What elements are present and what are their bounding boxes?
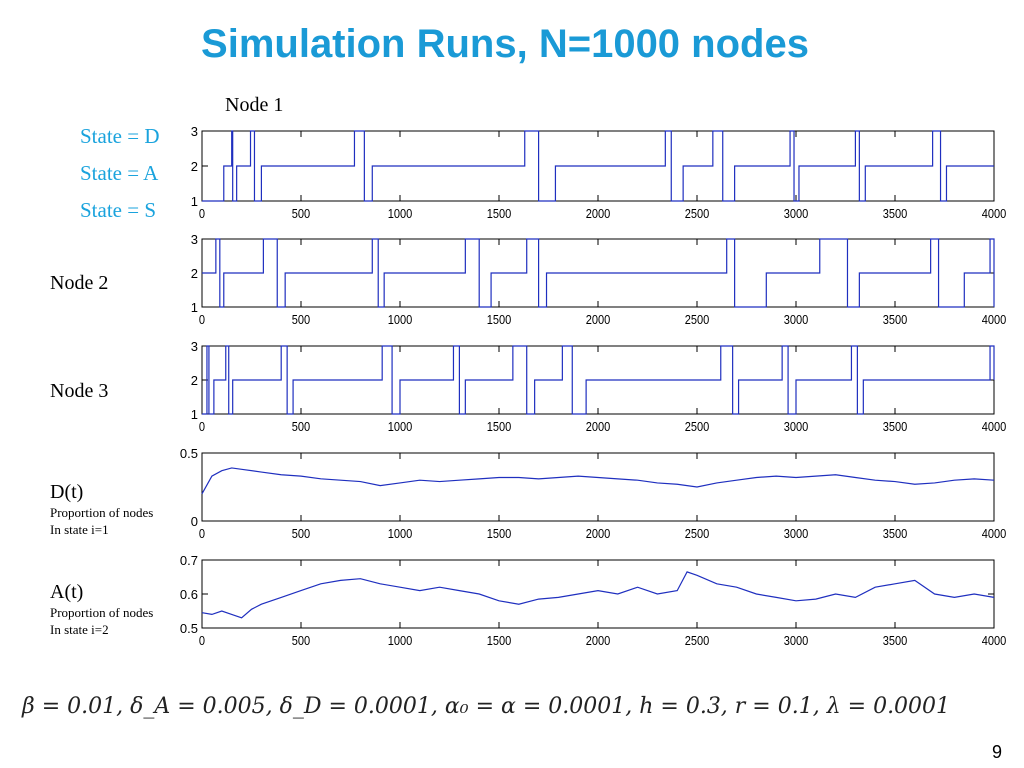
d-label-sub2: In state i=1 [50,522,109,537]
a_t-xtick-label: 4000 [982,633,1007,648]
node1-xtick-label: 2500 [685,206,710,221]
node1-label: Node 1 [225,94,284,116]
node2-label-text: Node 2 [50,272,109,294]
d_t-xtick-label: 500 [292,526,311,541]
node2-xtick-label: 2000 [586,312,611,327]
d_t-xtick-label: 4000 [982,526,1007,541]
legend-state-a: State = A [80,161,159,185]
node2-xtick-label: 500 [292,312,311,327]
node1-xtick-label: 500 [292,206,311,221]
node3-xtick-label: 3500 [883,419,908,434]
node3-xtick-label: 1500 [487,419,512,434]
a_t-xtick-label: 2000 [586,633,611,648]
a_t-xtick-label: 500 [292,633,311,648]
node2-label: Node 2 [50,272,108,295]
node2-ytick-label: 3 [191,232,198,247]
node2-xtick-label: 3500 [883,312,908,327]
d_t-xtick-label: 1000 [388,526,413,541]
node2-xtick-label: 4000 [982,312,1007,327]
node1-xtick-label: 0 [199,206,205,221]
node3-label-text: Node 3 [50,380,109,402]
d_t-series-line [201,467,995,495]
node1-ytick-label: 3 [191,124,198,139]
a_t-xtick-label: 1500 [487,633,512,648]
legend-state-s: State = S [80,198,157,222]
node2-xtick-label: 0 [199,312,205,327]
d_t-xtick-label: 0 [199,526,205,541]
node2-xtick-label: 2500 [685,312,710,327]
d_t-plot-frame [201,452,995,522]
d_t-xtick-label: 1500 [487,526,512,541]
node3-xtick-label: 0 [199,419,205,434]
d_t-xtick-label: 3500 [883,526,908,541]
node3-ytick-label: 3 [191,339,198,354]
d-label: D(t) Proportion of nodes In state i=1 [50,481,153,538]
a_t-xtick-label: 3000 [784,633,809,648]
parameter-equation: β = 0.01, δ_A = 0.005, δ_D = 0.0001, α₀ … [22,694,951,719]
node3-xtick-label: 500 [292,419,311,434]
node3-xtick-label: 2000 [586,419,611,434]
node2-xtick-label: 1500 [487,312,512,327]
node3-xtick-label: 3000 [784,419,809,434]
node3-xtick-label: 1000 [388,419,413,434]
d-label-main: D(t) [50,481,84,503]
node2-xtick-label: 3000 [784,312,809,327]
node1-ytick-label: 2 [191,159,198,174]
node1-xtick-label: 4000 [982,206,1007,221]
a-label: A(t) Proportion of nodes In state i=2 [50,581,153,638]
d_t-xtick-label: 3000 [784,526,809,541]
node1-ytick-label: 1 [191,194,198,209]
node1-xtick-label: 1500 [487,206,512,221]
node3-xtick-label: 2500 [685,419,710,434]
node3-ytick-label: 1 [191,407,198,422]
d_t-ytick-label: 0.5 [180,446,198,461]
legend-state-d: State = D [80,124,160,148]
node2-xtick-label: 1000 [388,312,413,327]
d_t-xtick-label: 2000 [586,526,611,541]
node3-xtick-label: 4000 [982,419,1007,434]
node1-xtick-label: 3000 [784,206,809,221]
state-legend: State = D State = A State = S [80,118,160,229]
a_t-plot-frame [201,559,995,629]
node2-ytick-label: 2 [191,266,198,281]
page-number: 9 [991,742,1002,762]
node3-ytick-label: 2 [191,373,198,388]
a_t-xtick-label: 0 [199,633,205,648]
a-label-sub2: In state i=2 [50,622,109,637]
node1-series-line [202,130,994,202]
d-label-sub1: Proportion of nodes [50,505,154,520]
a_t-ytick-label: 0.6 [180,587,198,602]
node3-label: Node 3 [50,380,108,403]
node1-xtick-label: 1000 [388,206,413,221]
node1-xtick-label: 2000 [586,206,611,221]
a-label-main: A(t) [50,581,84,603]
node3-series-line [202,345,995,415]
a_t-xtick-label: 1000 [388,633,413,648]
a_t-xtick-label: 3500 [883,633,908,648]
a_t-ytick-label: 0.5 [180,621,198,636]
a-label-sub1: Proportion of nodes [50,605,154,620]
a_t-xtick-label: 2500 [685,633,710,648]
a_t-series-line [201,571,995,619]
d_t-xtick-label: 2500 [685,526,710,541]
node1-xtick-label: 3500 [883,206,908,221]
slide-title: Simulation Runs, N=1000 nodes [201,22,809,66]
node2-ytick-label: 1 [191,300,198,315]
node2-series-line [202,238,995,308]
d_t-ytick-label: 0 [191,514,198,529]
a_t-ytick-label: 0.7 [180,553,198,568]
